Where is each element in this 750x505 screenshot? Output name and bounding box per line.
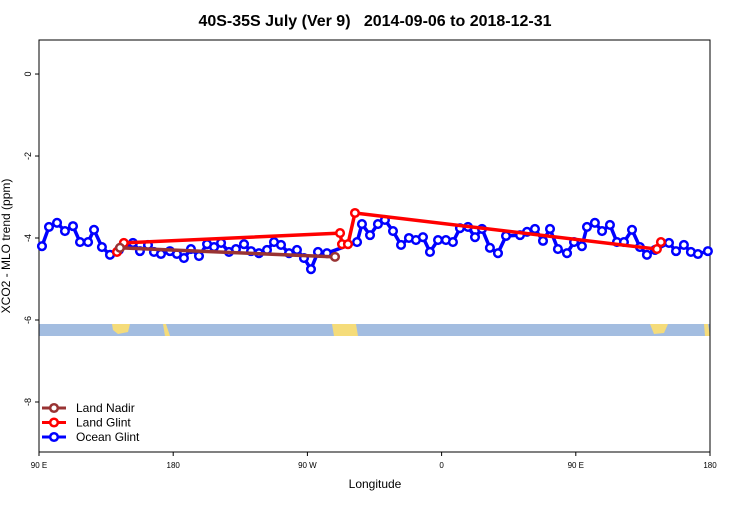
point	[678, 239, 689, 251]
y-tick-label: 0	[23, 72, 33, 77]
chart-title: 40S-35S July (Ver 9) 2014-09-06 to 2018-…	[198, 13, 551, 30]
point	[670, 246, 682, 257]
point	[544, 223, 556, 235]
point	[692, 248, 703, 260]
point	[395, 239, 407, 251]
point	[576, 241, 587, 252]
point	[88, 224, 100, 235]
point	[59, 225, 70, 237]
point	[83, 237, 94, 248]
point	[484, 242, 495, 253]
point	[364, 230, 376, 241]
point	[469, 232, 481, 243]
x-tick-label: 90 E	[568, 461, 584, 470]
point	[424, 246, 436, 257]
legend-marker	[48, 417, 60, 428]
point	[372, 219, 383, 230]
y-tick-label: -4	[23, 234, 33, 242]
map-strip	[39, 324, 710, 336]
point	[702, 246, 713, 257]
point	[329, 251, 341, 262]
point	[561, 248, 573, 259]
point	[626, 224, 638, 235]
x-tick-label: 180	[703, 461, 717, 470]
x-axis-label: Longitude	[349, 477, 402, 491]
point	[651, 244, 662, 255]
plot-frame	[38, 39, 711, 453]
point	[193, 250, 205, 262]
point	[67, 221, 79, 232]
point	[655, 237, 666, 248]
point	[305, 264, 317, 275]
legend-marker	[48, 431, 60, 443]
point	[529, 223, 540, 235]
point	[349, 207, 361, 219]
point	[417, 232, 429, 243]
point	[291, 244, 303, 255]
point	[74, 237, 86, 248]
point	[447, 237, 458, 248]
y-tick-label: -2	[23, 152, 33, 160]
legend-label: Ocean Glint	[76, 430, 140, 444]
legend-marker	[48, 402, 60, 414]
point	[96, 241, 107, 253]
legend-label: Land Nadir	[76, 401, 135, 415]
y-axis-label: XCO2 - MLO trend (ppm)	[0, 179, 13, 314]
point	[581, 221, 593, 232]
point	[275, 239, 287, 251]
point	[335, 228, 346, 239]
point	[43, 221, 55, 232]
point	[432, 235, 444, 246]
point	[342, 239, 354, 250]
point	[589, 217, 600, 228]
point	[238, 239, 250, 250]
point	[552, 244, 563, 255]
x-tick-label: 0	[439, 461, 444, 470]
point	[492, 248, 504, 259]
point	[178, 253, 189, 264]
point	[604, 219, 615, 230]
x-tick-label: 90 W	[298, 461, 317, 470]
point	[36, 241, 48, 252]
point	[596, 225, 608, 237]
point	[537, 235, 549, 246]
x-tick-label: 180	[167, 461, 181, 470]
point	[663, 237, 675, 248]
point	[500, 230, 512, 242]
point	[352, 237, 363, 248]
legend-label: Land Glint	[76, 416, 131, 430]
series-line	[119, 246, 336, 259]
point	[356, 219, 368, 230]
point	[387, 225, 399, 237]
point	[641, 249, 652, 260]
y-tick-label: -8	[23, 398, 33, 406]
y-tick-label: -6	[23, 316, 33, 324]
point	[114, 242, 126, 253]
x-tick-label: 90 E	[31, 461, 47, 470]
point	[51, 217, 63, 228]
